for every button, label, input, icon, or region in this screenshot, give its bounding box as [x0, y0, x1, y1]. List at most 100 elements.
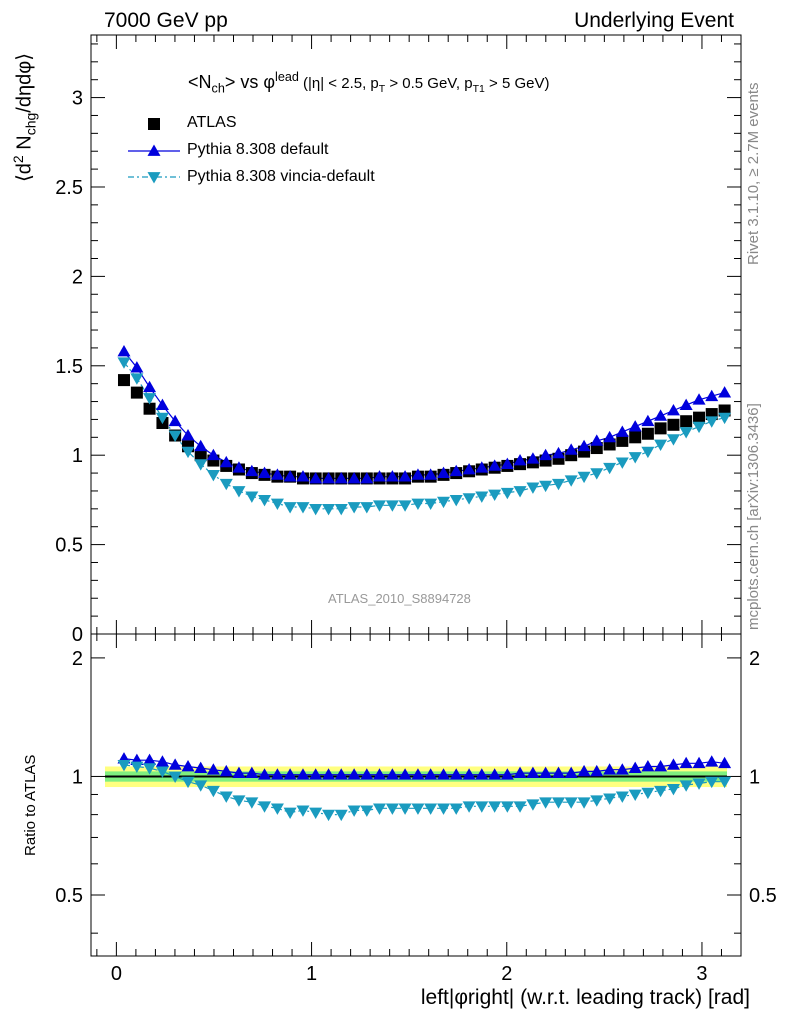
- ratio-pythia-vincia-line: [123, 764, 725, 816]
- main-point-triangle-up: [539, 448, 553, 461]
- main-point-triangle-down: [705, 416, 719, 428]
- title-cut2: > 0.5 GeV, p: [385, 75, 473, 92]
- ratio-point-triangle-down: [245, 797, 259, 809]
- main-point-triangle-down: [117, 357, 131, 369]
- ratio-y-tick-label-right: 1: [749, 766, 760, 788]
- main-point-triangle-up: [309, 471, 323, 484]
- ratio-panel-frame: [90, 633, 742, 957]
- main-point-triangle-up: [181, 429, 195, 441]
- legend-pythia-default-marker: [147, 144, 161, 156]
- legend-atlas-label: ATLAS: [187, 114, 237, 131]
- ratio-point-triangle-down: [718, 776, 732, 789]
- ratio-point-triangle-down: [372, 803, 386, 815]
- main-point-triangle-up: [258, 466, 272, 478]
- ratio-point-triangle-down: [181, 776, 195, 789]
- main-point-triangle-up: [654, 409, 668, 421]
- main-point-triangle-up: [143, 380, 157, 393]
- main-point-triangle-down: [577, 471, 591, 484]
- ratio-point-triangle-up: [577, 764, 591, 777]
- ylabel-two: 2: [10, 155, 26, 164]
- main-point-triangle-up: [168, 414, 182, 427]
- ratio-point-triangle-up: [513, 766, 527, 778]
- legend-pythia-default-label: Pythia 8.308 default: [187, 141, 329, 158]
- main-point-triangle-up: [437, 466, 451, 478]
- main-point-triangle-up: [270, 468, 284, 480]
- ratio-point-triangle-down: [564, 797, 578, 809]
- main-point-triangle-up: [551, 446, 565, 459]
- ratio-y-tick-label: 1: [72, 766, 83, 788]
- main-point-triangle-down: [513, 486, 527, 498]
- ratio-point-triangle-up: [526, 766, 540, 778]
- ylabel-mid: N: [13, 135, 36, 156]
- ratio-point-triangle-up: [206, 763, 220, 775]
- main-point-triangle-up: [641, 414, 655, 427]
- ratio-point-triangle-up: [705, 755, 719, 767]
- ratio-point-triangle-up: [309, 768, 323, 780]
- ratio-point-triangle-up: [437, 768, 451, 780]
- ratio-point-triangle-up: [219, 764, 233, 777]
- main-point-triangle-down: [219, 478, 233, 491]
- main-y-tick-label: 1: [72, 445, 83, 467]
- ratio-point-triangle-down: [296, 805, 310, 817]
- main-point-triangle-up: [475, 461, 489, 473]
- main-point-square: [693, 411, 706, 424]
- analysis-id: ATLAS_2010_S8894728: [328, 591, 471, 606]
- ratio-point-triangle-up: [551, 766, 565, 778]
- main-point-square: [641, 427, 654, 440]
- main-y-tick-label: 0.5: [55, 535, 83, 557]
- main-point-triangle-up: [500, 457, 514, 470]
- main-y-tick-label: 2: [72, 266, 83, 288]
- main-point-triangle-up: [398, 470, 412, 482]
- ylabel-chg: chg: [22, 112, 39, 136]
- main-point-triangle-down: [488, 489, 502, 502]
- ratio-point-triangle-up: [270, 768, 284, 780]
- plot-title: <Nch> vs φlead (|η| < 2.5, pT > 0.5 GeV,…: [188, 70, 550, 96]
- ratio-point-triangle-down: [666, 783, 680, 796]
- ratio-point-triangle-up: [181, 759, 195, 772]
- main-point-triangle-down: [347, 502, 361, 514]
- ratio-point-triangle-up: [615, 763, 629, 775]
- ratio-point-triangle-down: [411, 803, 425, 815]
- main-point-triangle-down: [194, 459, 208, 471]
- main-point-triangle-up: [232, 461, 246, 473]
- main-y-tick-label: 1.5: [55, 356, 83, 378]
- main-point-triangle-up: [117, 344, 131, 357]
- main-point-triangle-down: [654, 439, 668, 451]
- ratio-y-tick-label-right: 0.5: [749, 885, 777, 907]
- main-point-triangle-up: [718, 386, 732, 398]
- ratio-point-triangle-down: [500, 801, 514, 813]
- main-point-triangle-up: [347, 471, 361, 484]
- ratio-point-triangle-up: [692, 756, 706, 769]
- main-point-triangle-up: [130, 361, 144, 373]
- main-point-triangle-down: [206, 469, 220, 482]
- ratio-point-triangle-up: [258, 768, 272, 780]
- ratio-point-triangle-up: [603, 763, 617, 775]
- ratio-point-triangle-down: [628, 789, 642, 801]
- ratio-y-tick-label-right: 2: [749, 648, 760, 670]
- main-point-triangle-down: [258, 495, 272, 507]
- ratio-point-triangle-up: [296, 768, 310, 780]
- ratio-point-triangle-down: [155, 766, 169, 778]
- ratio-y-tick-label: 2: [72, 648, 83, 670]
- main-y-tick-label: 3: [72, 88, 83, 110]
- main-point-triangle-up: [628, 420, 642, 432]
- ratio-point-triangle-down: [437, 803, 451, 815]
- main-point-triangle-down: [641, 446, 655, 459]
- main-point-triangle-down: [309, 503, 323, 516]
- ratio-point-triangle-down: [347, 805, 361, 817]
- ratio-y-tick-label: 0.5: [55, 885, 83, 907]
- main-point-triangle-up: [283, 470, 297, 482]
- main-point-triangle-up: [679, 398, 693, 411]
- main-point-triangle-up: [334, 471, 348, 484]
- ratio-point-triangle-up: [475, 768, 489, 780]
- ratio-point-triangle-down: [283, 807, 297, 819]
- ratio-point-triangle-down: [398, 803, 412, 815]
- x-tick-label: 2: [501, 963, 512, 985]
- main-point-triangle-down: [692, 421, 706, 434]
- ratio-point-triangle-down: [232, 795, 246, 807]
- main-point-square: [194, 449, 207, 462]
- main-point-triangle-down: [462, 493, 476, 505]
- main-point-triangle-down: [590, 468, 604, 480]
- main-point-square: [130, 386, 143, 399]
- ratio-point-triangle-down: [424, 803, 438, 815]
